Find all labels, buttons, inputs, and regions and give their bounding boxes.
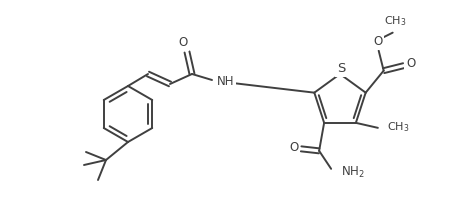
Text: CH$_3$: CH$_3$: [386, 120, 409, 134]
Text: O: O: [405, 57, 414, 70]
Text: NH: NH: [216, 75, 234, 88]
Text: O: O: [178, 37, 187, 50]
Text: S: S: [336, 62, 345, 75]
Text: NH$_2$: NH$_2$: [341, 165, 364, 180]
Text: CH$_3$: CH$_3$: [384, 14, 406, 28]
Text: O: O: [372, 35, 382, 48]
Text: O: O: [289, 141, 298, 154]
